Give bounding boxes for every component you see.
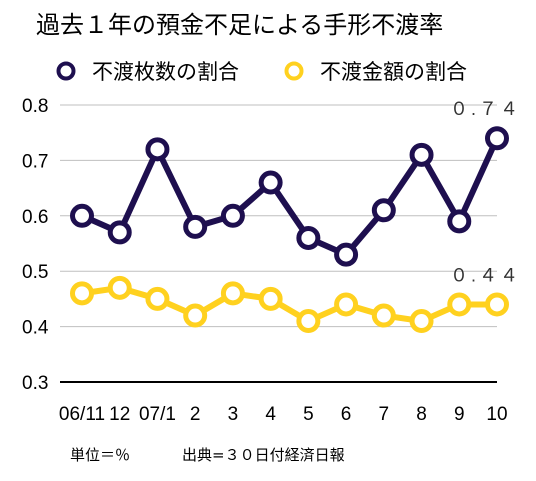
y-tick-label: 0.8 (22, 96, 48, 117)
data-point (447, 209, 472, 234)
series-line (79, 135, 500, 258)
x-tick-label: 9 (454, 404, 465, 425)
legend-marker-count (56, 61, 76, 81)
data-point (183, 214, 208, 239)
data-point (485, 292, 509, 317)
data-point (485, 126, 509, 151)
series-amount (70, 275, 509, 334)
grid (60, 104, 497, 383)
y-tick-label: 0.4 (22, 318, 49, 339)
series-line (79, 284, 500, 325)
footnote-source: 出典=３０日付経済日報 (182, 446, 345, 464)
chart-title: 過去１年の預金不足による手形不渡率 (36, 11, 443, 39)
y-tick-label: 0.5 (22, 262, 48, 283)
data-point (70, 281, 94, 306)
x-tick-label: 07/1 (139, 404, 176, 425)
data-point (107, 220, 132, 245)
data-point (447, 292, 472, 317)
data-point (296, 225, 321, 250)
data-point (258, 170, 283, 195)
y-tick-label: 0.6 (22, 207, 48, 228)
data-point (409, 309, 434, 334)
x-tick-label: 2 (190, 404, 201, 425)
series-layer (70, 126, 509, 334)
legend-marker-amount (284, 61, 304, 81)
x-tick-label: 4 (265, 404, 276, 425)
data-point (258, 286, 283, 311)
data-labels: ０.７４ ０.４４ (450, 99, 521, 285)
x-tick-label: 06/11 (59, 404, 105, 425)
legend: 不渡枚数の割合 不渡金額の割合 (56, 60, 467, 84)
data-point (70, 203, 94, 228)
legend-item-amount: 不渡金額の割合 (284, 60, 467, 84)
footnote: 単位＝％ 出典=３０日付経済日報 (70, 446, 345, 464)
data-point (183, 303, 208, 328)
x-tick-label: 7 (379, 404, 390, 425)
data-point (145, 137, 170, 162)
data-point (296, 309, 321, 334)
x-axis: 06/11 12 07/1 2 3 4 5 6 7 8 9 10 (59, 404, 508, 425)
data-point (107, 275, 132, 300)
x-tick-label: 6 (341, 404, 352, 425)
data-point (220, 281, 245, 306)
footnote-unit: 単位＝％ (70, 446, 130, 464)
x-tick-label: 12 (109, 404, 130, 425)
legend-label-count: 不渡枚数の割合 (92, 60, 239, 84)
data-point (371, 303, 396, 328)
x-tick-label: 8 (416, 404, 427, 425)
y-tick-label: 0.7 (22, 151, 48, 172)
data-point (145, 286, 170, 311)
y-axis: 0.3 0.4 0.5 0.6 0.7 0.8 (22, 96, 49, 394)
x-tick-label: 10 (486, 404, 507, 425)
end-value-label: ０.７４ (450, 99, 521, 119)
data-point (334, 292, 359, 317)
legend-item-count: 不渡枚数の割合 (56, 60, 239, 84)
legend-label-amount: 不渡金額の割合 (320, 60, 467, 84)
data-point (220, 203, 245, 228)
series-count (70, 126, 509, 267)
data-point (409, 142, 434, 167)
data-point (371, 198, 396, 223)
x-tick-label: 3 (228, 404, 239, 425)
y-tick-label: 0.3 (22, 373, 48, 394)
end-value-label: ０.４４ (450, 265, 521, 285)
data-point (334, 242, 359, 267)
x-tick-label: 5 (303, 404, 314, 425)
